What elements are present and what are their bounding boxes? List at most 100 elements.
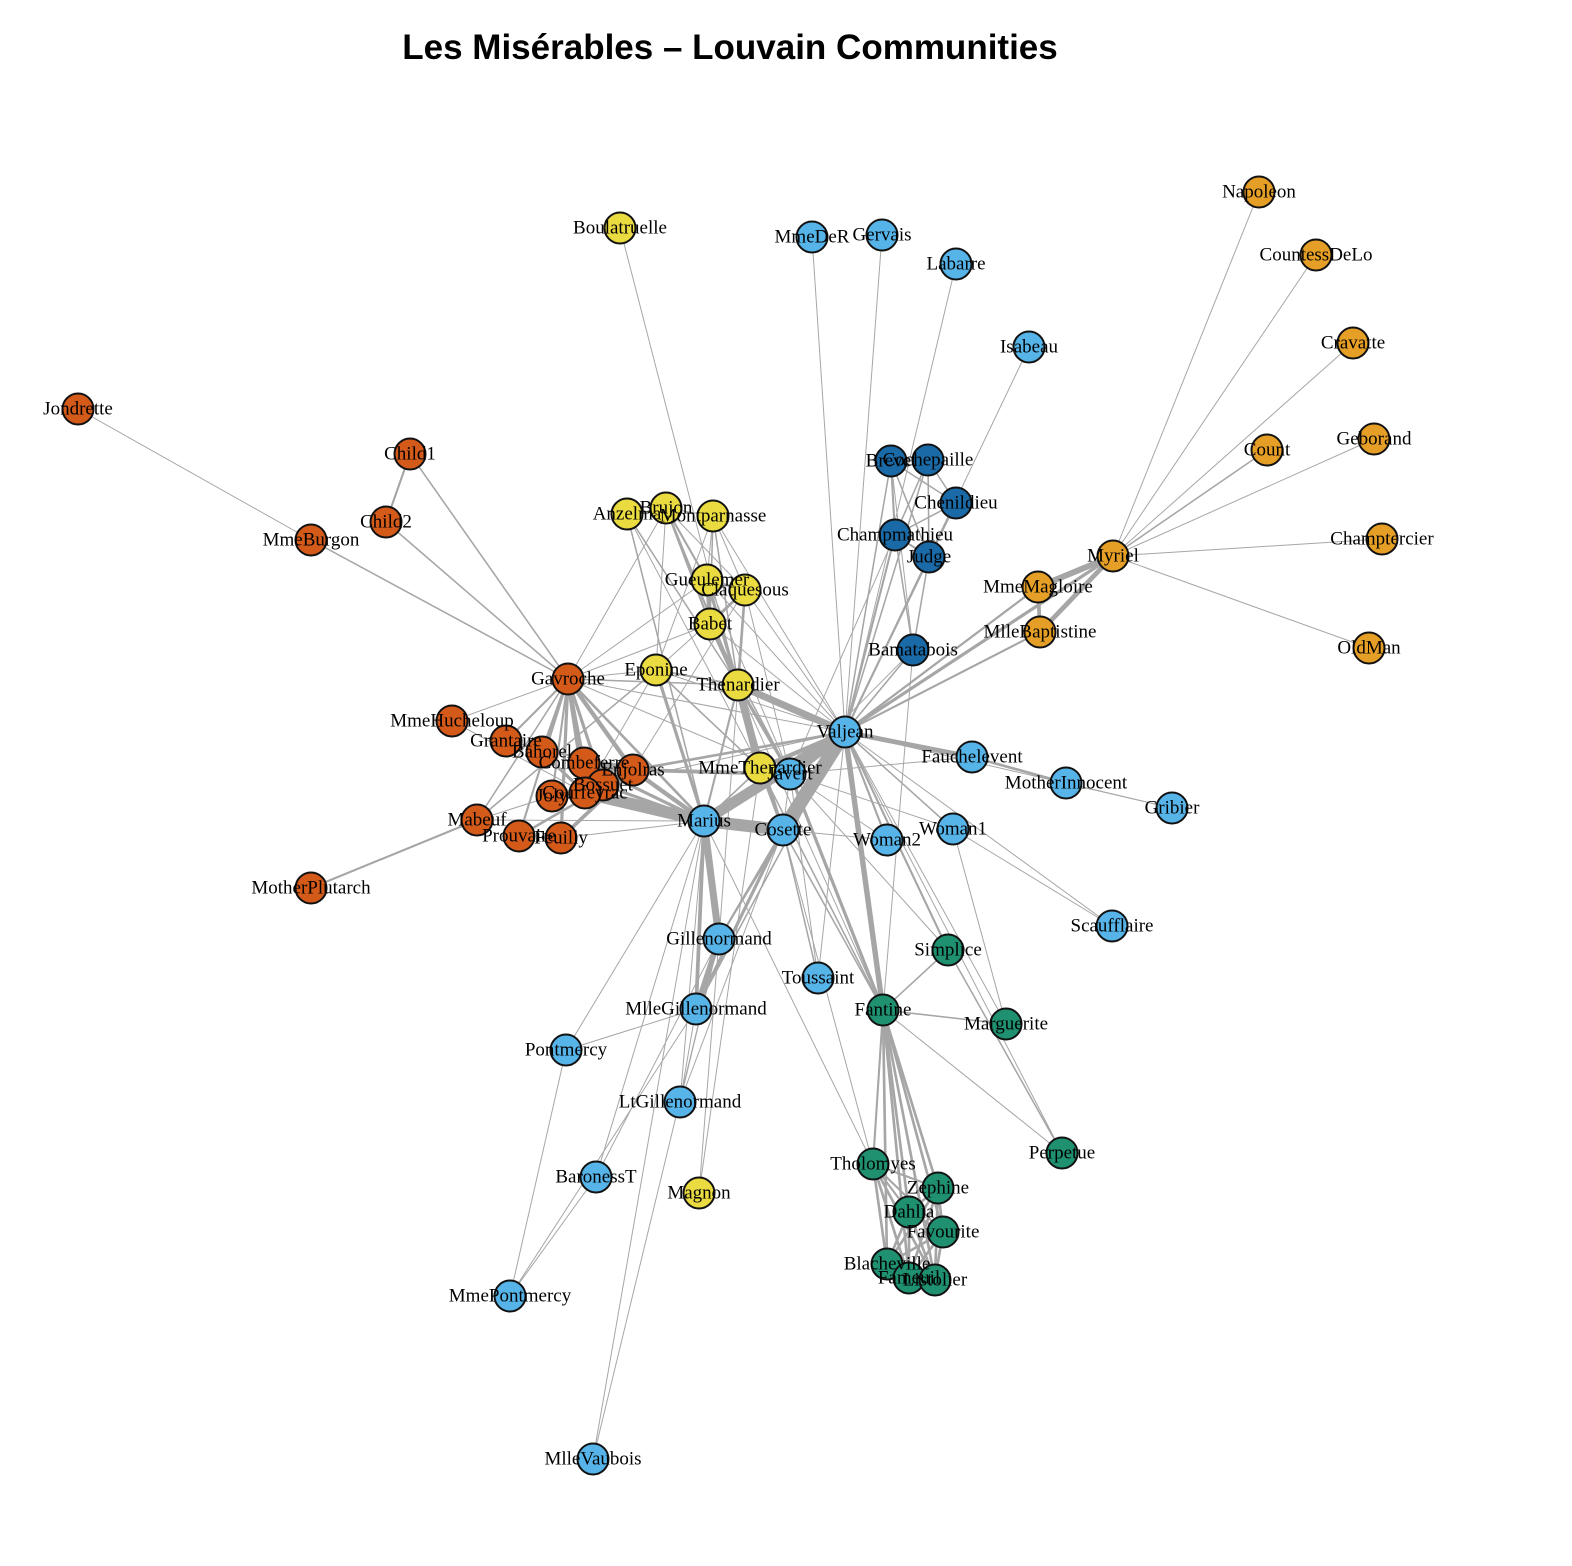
node-mlle-vaubois[interactable] <box>576 1442 610 1476</box>
node-label-gueulemer: Gueulemer <box>665 569 750 590</box>
node-isabeau[interactable] <box>1012 330 1046 364</box>
node-child1[interactable] <box>393 437 427 471</box>
node-lt-gillenormand[interactable] <box>663 1085 697 1119</box>
edge-tholomyes-blacheville <box>871 1162 889 1266</box>
node-zephine[interactable] <box>921 1171 955 1205</box>
node-label-montparnasse: Montparnasse <box>660 505 767 526</box>
node-mme-magloire[interactable] <box>1021 570 1055 604</box>
node-dahlia[interactable] <box>892 1195 926 1229</box>
edge-simplice-perpetue <box>947 949 1063 1154</box>
node-javert[interactable] <box>773 757 807 791</box>
node-joly[interactable] <box>535 779 569 813</box>
node-cochepaille[interactable] <box>911 443 945 477</box>
edge-valjean-myriel <box>843 554 1115 734</box>
node-listolier[interactable] <box>918 1263 952 1297</box>
node-gillenormand[interactable] <box>702 922 736 956</box>
edge-valjean-cochepaille <box>844 459 929 733</box>
node-toussaint[interactable] <box>801 961 835 995</box>
node-mother-plutarch[interactable] <box>294 871 328 905</box>
node-cravatte[interactable] <box>1336 326 1370 360</box>
node-feuilly[interactable] <box>544 821 578 855</box>
edge-valjean-champmathieu <box>843 533 897 734</box>
node-label-count: Count <box>1244 439 1291 460</box>
node-mlle-baptistine[interactable] <box>1023 615 1057 649</box>
node-claquesous[interactable] <box>728 573 762 607</box>
node-mlle-gillenormand[interactable] <box>679 992 713 1026</box>
node-label-champmathieu: Champmathieu <box>837 524 954 545</box>
node-mme-burgon[interactable] <box>294 523 328 557</box>
node-fantine[interactable] <box>866 993 900 1027</box>
node-cosette[interactable] <box>766 813 800 847</box>
node-brevet[interactable] <box>874 444 908 478</box>
node-favourite[interactable] <box>926 1215 960 1249</box>
node-gervais[interactable] <box>865 218 899 252</box>
node-bahorel[interactable] <box>525 735 559 769</box>
node-pontmercy[interactable] <box>549 1033 583 1067</box>
node-label-judge: Judge <box>907 546 951 567</box>
node-jondrette[interactable] <box>61 392 95 426</box>
node-old-man[interactable] <box>1352 631 1386 665</box>
node-label-prouvaire: Prouvaire <box>482 825 556 846</box>
node-bamatabois[interactable] <box>896 633 930 667</box>
edge-cosette-toussaint <box>782 829 819 979</box>
node-woman1[interactable] <box>936 812 970 846</box>
edge-javert-woman2 <box>789 773 888 841</box>
node-fauchelevent[interactable] <box>955 740 989 774</box>
node-brujon[interactable] <box>649 491 683 525</box>
node-mme-hucheloup[interactable] <box>435 704 469 738</box>
node-judge[interactable] <box>912 540 946 574</box>
edge-valjean-woman1 <box>844 731 954 830</box>
node-montparnasse[interactable] <box>696 499 730 533</box>
node-child2[interactable] <box>369 505 403 539</box>
edge-brujon-claquesous <box>665 507 746 591</box>
node-myriel[interactable] <box>1096 539 1130 573</box>
node-label-mother-plutarch: MotherPlutarch <box>251 877 371 898</box>
node-magnon[interactable] <box>682 1176 716 1210</box>
node-anzelma[interactable] <box>610 497 644 531</box>
node-marius[interactable] <box>687 804 721 838</box>
edge-count-myriel <box>1112 449 1268 557</box>
node-tholomyes[interactable] <box>856 1147 890 1181</box>
node-countess-de-lo[interactable] <box>1299 238 1333 272</box>
edge-countess-de-lo-myriel <box>1112 254 1317 557</box>
node-gavroche[interactable] <box>551 662 585 696</box>
node-thenardier[interactable] <box>721 668 755 702</box>
node-gribier[interactable] <box>1155 791 1189 825</box>
edge-valjean-marguerite <box>844 731 1007 1025</box>
edge-cosette-gillenormand <box>717 828 785 941</box>
node-enjolras[interactable] <box>616 753 650 787</box>
node-mme-pontmercy[interactable] <box>493 1279 527 1313</box>
node-courfeyrac[interactable] <box>568 776 602 810</box>
node-prouvaire[interactable] <box>502 819 536 853</box>
node-perpetue[interactable] <box>1045 1136 1079 1170</box>
edge-fantine-listolier <box>881 1008 937 1282</box>
node-champmathieu[interactable] <box>878 518 912 552</box>
node-boulatruelle[interactable] <box>603 211 637 245</box>
node-label-marguerite: Marguerite <box>964 1013 1048 1034</box>
edge-gavroche-enjolras <box>565 676 636 773</box>
node-mother-innocent[interactable] <box>1049 766 1083 800</box>
edge-champtercier-myriel <box>1112 538 1383 557</box>
node-label-geborand: Geborand <box>1337 428 1412 449</box>
node-chenildieu[interactable] <box>939 486 973 520</box>
node-babet[interactable] <box>693 607 727 641</box>
edge-javert-bamatabois <box>789 649 914 775</box>
node-eponine[interactable] <box>639 653 673 687</box>
node-baroness-t[interactable] <box>579 1160 613 1194</box>
node-count[interactable] <box>1250 433 1284 467</box>
node-label-baroness-t: BaronessT <box>555 1166 637 1187</box>
node-simplice[interactable] <box>931 933 965 967</box>
edge-montparnasse-eponine <box>655 515 714 671</box>
node-geborand[interactable] <box>1357 422 1391 456</box>
node-mabeuf[interactable] <box>460 803 494 837</box>
node-labarre[interactable] <box>939 247 973 281</box>
node-gueulemer[interactable] <box>690 563 724 597</box>
node-valjean[interactable] <box>828 715 862 749</box>
node-woman2[interactable] <box>870 823 904 857</box>
node-champtercier[interactable] <box>1365 522 1399 556</box>
node-mme-de-r[interactable] <box>795 220 829 254</box>
node-grantaire[interactable] <box>489 724 523 758</box>
node-scaufflaire[interactable] <box>1095 909 1129 943</box>
node-napoleon[interactable] <box>1242 175 1276 209</box>
node-marguerite[interactable] <box>989 1007 1023 1041</box>
